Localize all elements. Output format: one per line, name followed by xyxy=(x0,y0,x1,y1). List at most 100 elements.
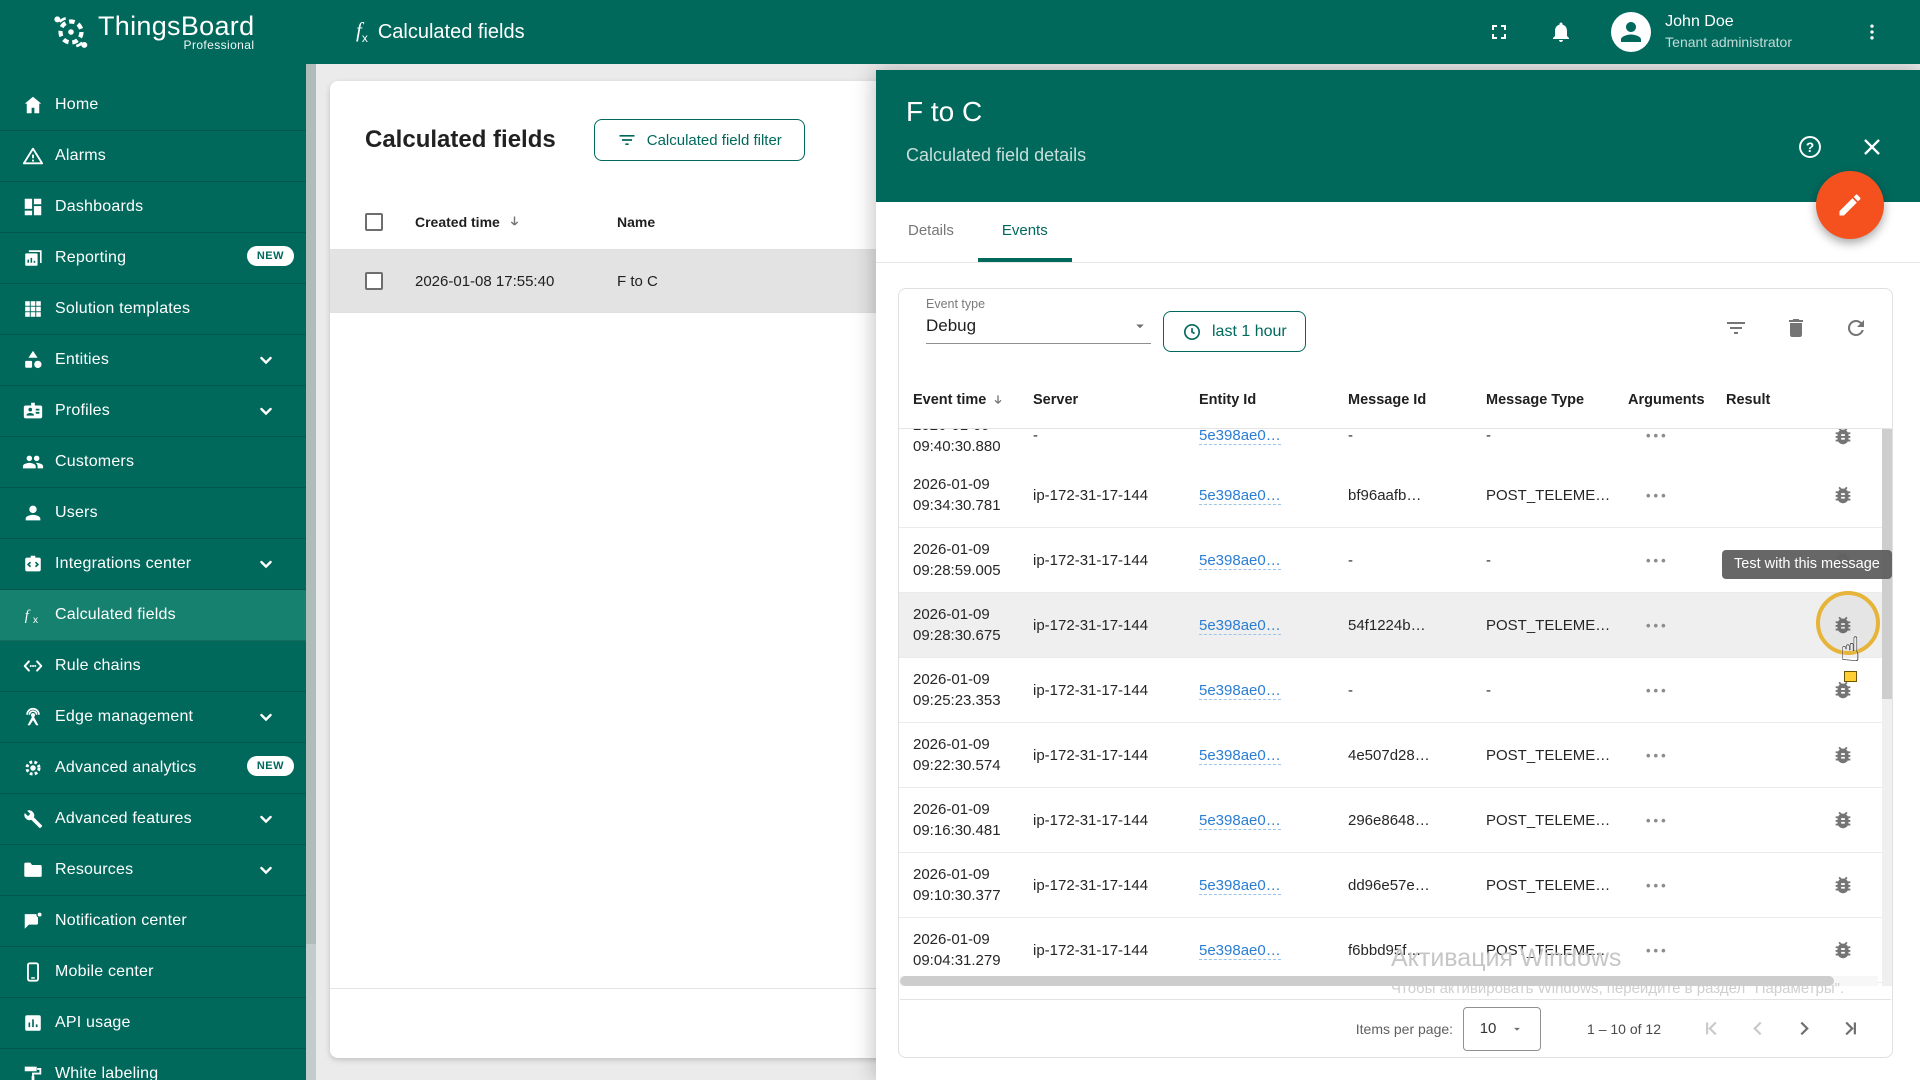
avatar[interactable] xyxy=(1611,12,1652,52)
sidebar-item-customers[interactable]: Customers xyxy=(0,437,306,488)
arguments-more-button[interactable]: ••• xyxy=(1646,942,1669,958)
sidebar-item-label: Entities xyxy=(55,351,110,368)
arguments-more-button[interactable]: ••• xyxy=(1646,682,1669,698)
name-header[interactable]: Name xyxy=(617,213,656,230)
test-with-message-button[interactable] xyxy=(1823,475,1863,515)
event-row[interactable]: 2026-01-09 09:10:30.377 ip-172-31-17-144 5e… xyxy=(899,853,1891,918)
events-toolbar: Event type Debug last 1 hour xyxy=(899,289,1892,371)
sidebar-item-integrations-center[interactable]: Integrations center xyxy=(0,539,306,590)
event-row[interactable]: 2026-01-09 09:16:30.481 ip-172-31-17-144 5e… xyxy=(899,788,1891,853)
arguments-more-button[interactable]: ••• xyxy=(1646,877,1669,893)
first-page-button[interactable] xyxy=(1689,1006,1735,1052)
sidebar-item-advanced-analytics[interactable]: Advanced analytics NEW xyxy=(0,743,306,794)
test-with-message-button[interactable] xyxy=(1823,800,1863,840)
column-header-message-id[interactable]: Message Id xyxy=(1348,391,1427,408)
row-checkbox[interactable] xyxy=(365,272,383,290)
fullscreen-button[interactable] xyxy=(1479,12,1519,52)
arguments-more-button[interactable]: ••• xyxy=(1646,812,1669,828)
last-page-button[interactable] xyxy=(1827,1006,1873,1052)
sidebar-scrollbar[interactable] xyxy=(306,64,316,1080)
entity-id-link[interactable]: 5e398ae0… xyxy=(1199,941,1281,960)
arguments-more-button[interactable]: ••• xyxy=(1646,747,1669,763)
message-id-cell: - xyxy=(1348,551,1353,569)
sidebar-item-solution-templates[interactable]: Solution templates xyxy=(0,284,306,335)
event-row[interactable]: 2026-01-09 09:22:30.574 ip-172-31-17-144 5e… xyxy=(899,723,1891,788)
svg-text:f: f xyxy=(25,608,31,624)
edit-fab[interactable] xyxy=(1816,171,1884,239)
help-button[interactable]: ? xyxy=(1790,127,1830,167)
event-type-select[interactable]: Event type Debug xyxy=(926,297,1151,344)
close-button[interactable] xyxy=(1852,127,1892,167)
filter-icon xyxy=(1724,316,1748,340)
sidebar-item-home[interactable]: Home xyxy=(0,80,306,131)
event-time-cell: 2026-01-09 09:34:30.781 xyxy=(913,476,1001,514)
test-with-message-button[interactable] xyxy=(1823,429,1863,456)
column-header-event-time[interactable]: Event time xyxy=(913,392,1033,408)
sidebar-item-label: Dashboards xyxy=(55,198,144,215)
event-row[interactable]: 2026-01-09 09:04:31.279 ip-172-31-17-144 5e… xyxy=(899,918,1891,983)
notifications-button[interactable] xyxy=(1541,12,1581,52)
time-range-button[interactable]: last 1 hour xyxy=(1163,311,1306,352)
list-title: Calculated fields xyxy=(365,126,556,153)
sidebar-item-resources[interactable]: Resources xyxy=(0,845,306,896)
clear-events-button[interactable] xyxy=(1776,308,1816,348)
select-all-checkbox[interactable] xyxy=(365,212,383,231)
events-filter-button[interactable] xyxy=(1716,308,1756,348)
sidebar-item-white-labeling[interactable]: White labeling xyxy=(0,1049,306,1080)
entity-id-link[interactable]: 5e398ae0… xyxy=(1199,616,1281,635)
sidebar-item-reporting[interactable]: Reporting NEW xyxy=(0,233,306,284)
sidebar-item-mobile-center[interactable]: Mobile center xyxy=(0,947,306,998)
more-menu-button[interactable] xyxy=(1852,12,1892,52)
prev-page-button[interactable] xyxy=(1735,1006,1781,1052)
entity-id-link[interactable]: 5e398ae0… xyxy=(1199,486,1281,505)
test-with-message-button[interactable] xyxy=(1823,930,1863,970)
sidebar-item-api-usage[interactable]: API usage xyxy=(0,998,306,1049)
arguments-more-button[interactable]: ••• xyxy=(1646,487,1669,503)
arguments-more-button[interactable]: ••• xyxy=(1646,429,1669,443)
event-row[interactable]: 2026-01-09 09:25:23.353 ip-172-31-17-144 5e… xyxy=(899,658,1891,723)
entity-id-link[interactable]: 5e398ae0… xyxy=(1199,429,1281,445)
vertical-scrollbar[interactable] xyxy=(1882,429,1892,986)
sidebar-item-users[interactable]: Users xyxy=(0,488,306,539)
column-header-entity-id[interactable]: Entity Id xyxy=(1199,391,1257,408)
sidebar-item-calculated-fields[interactable]: f x Calculated fields xyxy=(0,590,306,641)
event-row[interactable]: 2026-01-09 09:34:30.781 ip-172-31-17-144 5e… xyxy=(899,463,1891,528)
column-header-arguments[interactable]: Arguments xyxy=(1628,391,1705,408)
sidebar-item-alarms[interactable]: Alarms xyxy=(0,131,306,182)
sidebar-item-label: Mobile center xyxy=(55,963,154,980)
column-header-result[interactable]: Result xyxy=(1726,391,1771,408)
calculated-field-row[interactable]: 2026-01-08 17:55:40 F to C xyxy=(330,250,890,313)
column-header-server[interactable]: Server xyxy=(1033,391,1079,408)
sidebar-item-notification-center[interactable]: Notification center xyxy=(0,896,306,947)
refresh-button[interactable] xyxy=(1836,308,1876,348)
entities-icon xyxy=(22,349,44,371)
white-labeling-icon xyxy=(22,1063,44,1080)
arguments-more-button[interactable]: ••• xyxy=(1646,552,1669,568)
sidebar-item-rule-chains[interactable]: Rule chains xyxy=(0,641,306,692)
entity-id-link[interactable]: 5e398ae0… xyxy=(1199,681,1281,700)
arguments-more-button[interactable]: ••• xyxy=(1646,617,1669,633)
entity-id-link[interactable]: 5e398ae0… xyxy=(1199,876,1281,895)
sidebar-item-profiles[interactable]: Profiles xyxy=(0,386,306,437)
event-row[interactable]: 2026-01-09 09:28:30.675 ip-172-31-17-144 5e… xyxy=(899,593,1891,658)
sidebar-item-entities[interactable]: Entities xyxy=(0,335,306,386)
created-time-header[interactable]: Created time xyxy=(415,213,500,230)
column-header-message-type[interactable]: Message Type xyxy=(1486,391,1585,408)
entity-id-link[interactable]: 5e398ae0… xyxy=(1199,551,1281,570)
calculated-field-filter-button[interactable]: Calculated field filter xyxy=(593,119,805,161)
tab-details[interactable]: Details xyxy=(908,221,954,239)
sidebar-item-edge-management[interactable]: Edge management xyxy=(0,692,306,743)
test-with-message-button[interactable] xyxy=(1823,670,1863,710)
tab-events[interactable]: Events xyxy=(977,202,1072,262)
sidebar-item-dashboards[interactable]: Dashboards xyxy=(0,182,306,233)
items-per-page-select[interactable]: 10 xyxy=(1463,1006,1542,1051)
test-with-message-button[interactable] xyxy=(1823,735,1863,775)
horizontal-scrollbar[interactable] xyxy=(900,976,1878,986)
entity-id-link[interactable]: 5e398ae0… xyxy=(1199,811,1281,830)
logo[interactable]: ThingsBoard Professional xyxy=(50,11,306,53)
test-with-message-button[interactable] xyxy=(1823,865,1863,905)
sidebar-item-advanced-features[interactable]: Advanced features xyxy=(0,794,306,845)
entity-id-link[interactable]: 5e398ae0… xyxy=(1199,746,1281,765)
message-id-cell: 4e507d28… xyxy=(1348,746,1430,764)
next-page-button[interactable] xyxy=(1781,1006,1827,1052)
